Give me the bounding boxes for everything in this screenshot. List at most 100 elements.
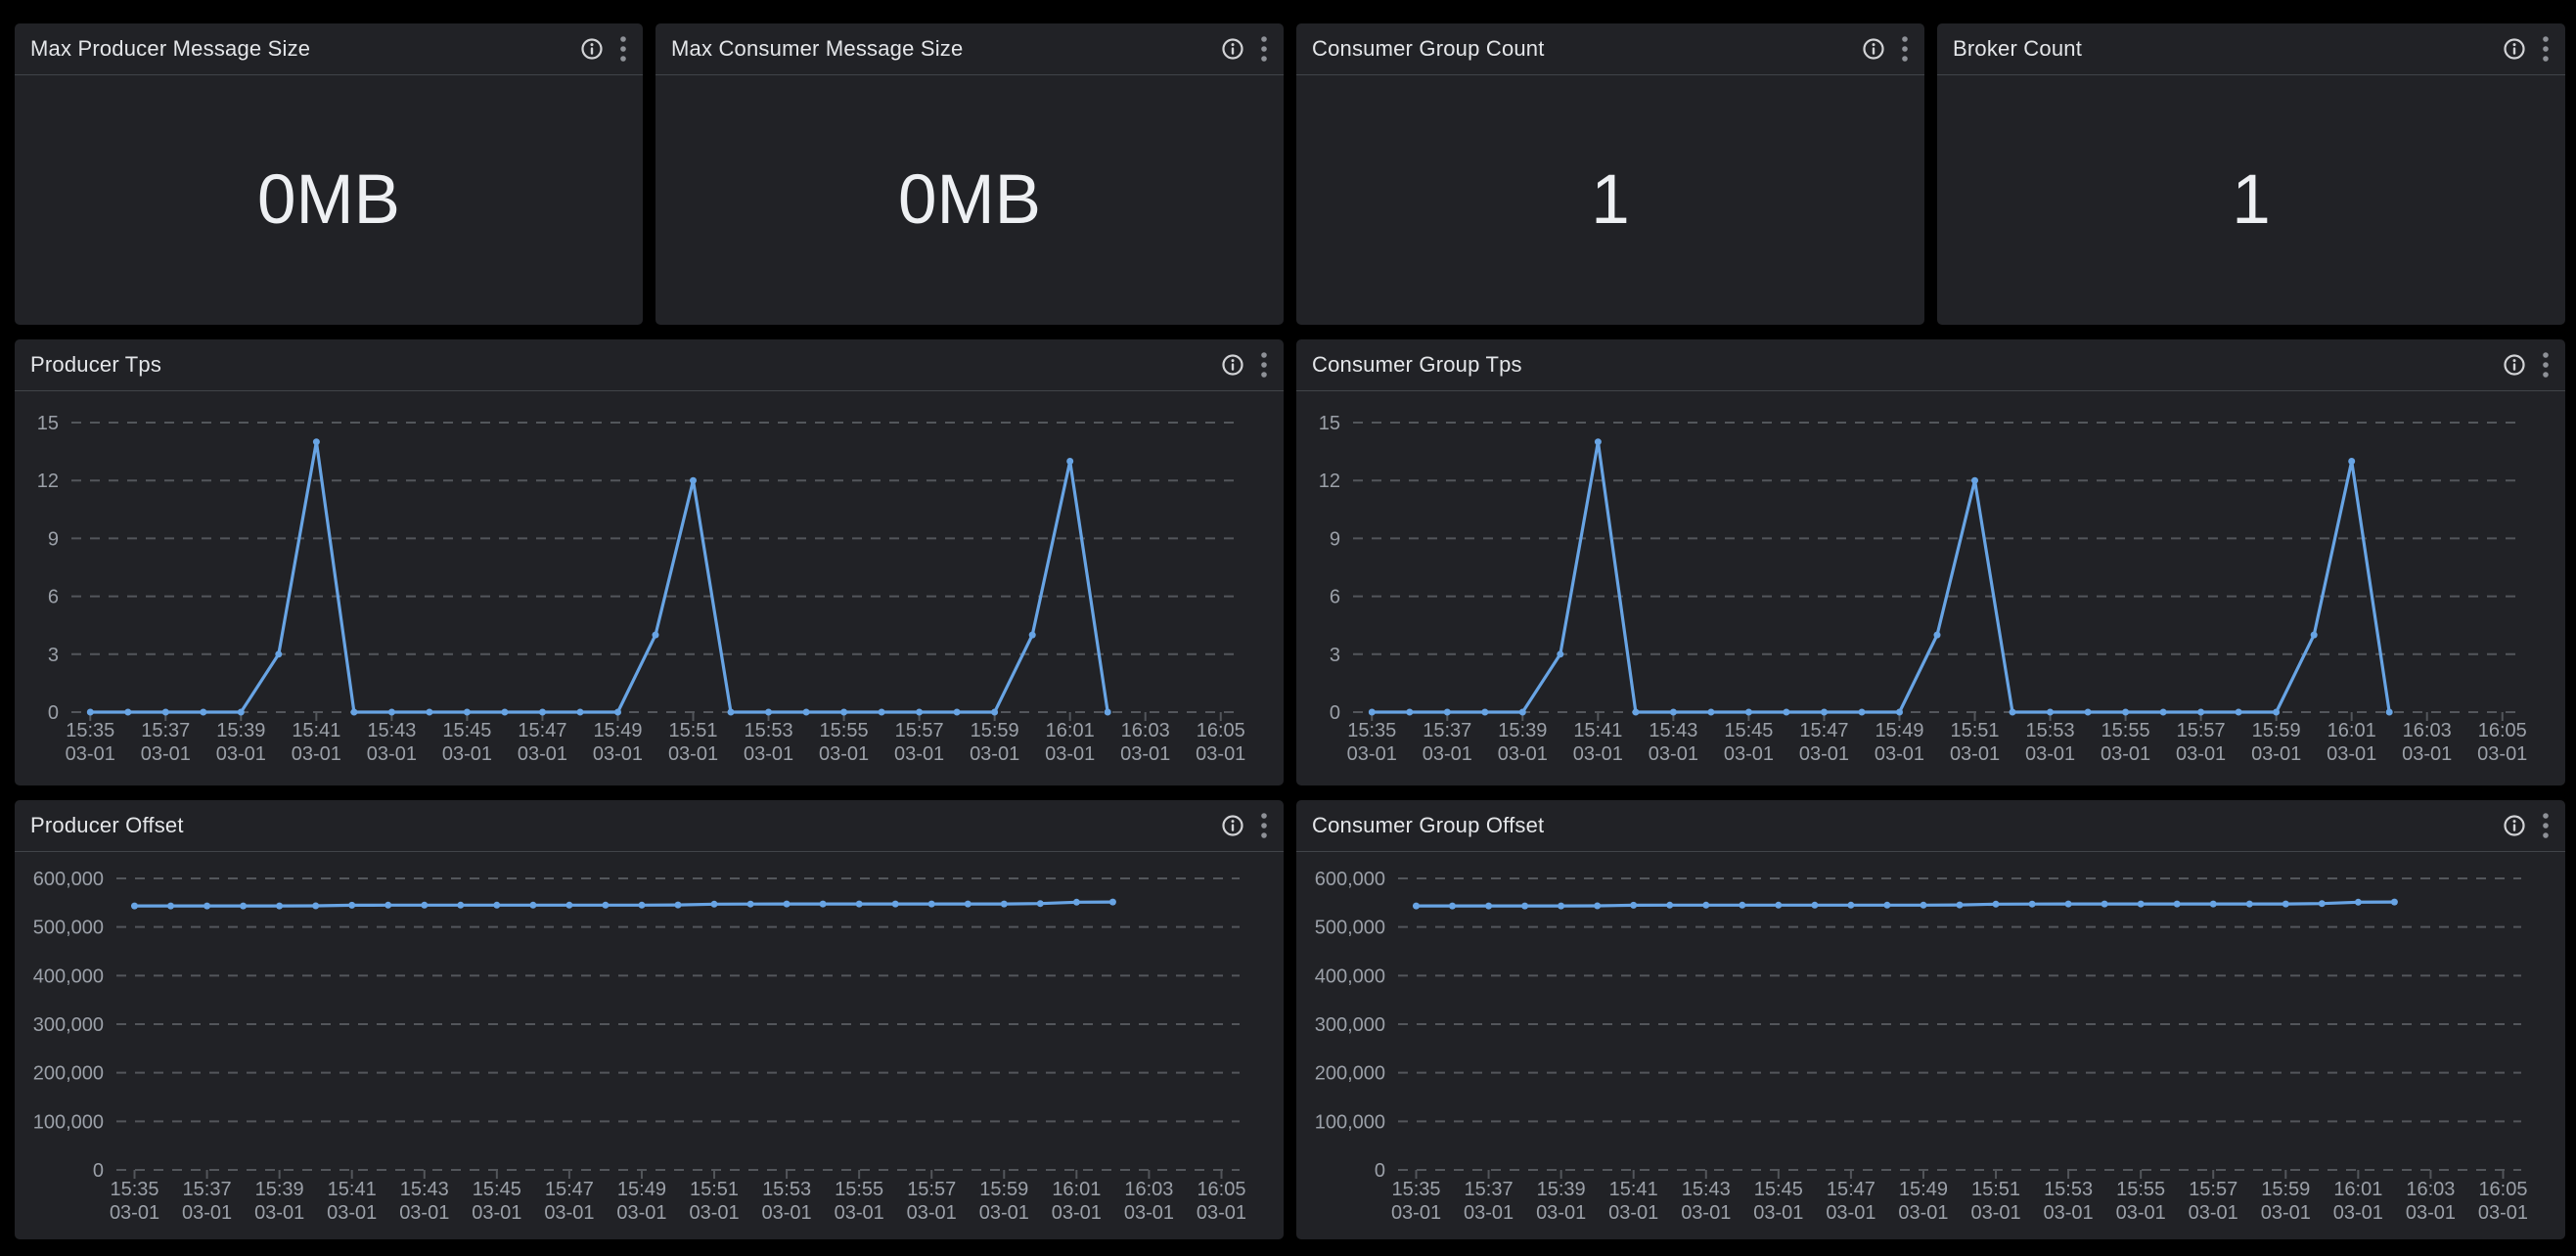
svg-text:15:35: 15:35	[1391, 1179, 1440, 1200]
panel-actions	[1862, 35, 1909, 63]
svg-text:03-01: 03-01	[668, 743, 718, 765]
svg-text:9: 9	[1330, 528, 1340, 550]
panel-title: Consumer Group Offset	[1312, 813, 1545, 837]
kebab-menu-icon[interactable]	[2542, 351, 2550, 379]
svg-text:15:35: 15:35	[66, 720, 114, 741]
svg-text:300,000: 300,000	[1315, 1014, 1385, 1036]
svg-text:03-01: 03-01	[367, 743, 417, 765]
svg-text:6: 6	[48, 587, 59, 608]
panel-header: Max Producer Message Size	[15, 23, 643, 75]
consumer-group-tps-chart[interactable]: 0369121515:3503-0115:3703-0115:3903-0115…	[1296, 391, 2565, 785]
svg-text:15:45: 15:45	[442, 720, 491, 741]
svg-text:03-01: 03-01	[182, 1202, 232, 1224]
producer-tps-chart[interactable]: 0369121515:3503-0115:3703-0115:3903-0115…	[15, 391, 1284, 785]
svg-text:15:49: 15:49	[1899, 1179, 1948, 1200]
panel-header: Consumer Group Tps	[1296, 339, 2565, 391]
svg-text:03-01: 03-01	[2402, 743, 2452, 765]
svg-text:9: 9	[48, 528, 59, 550]
svg-text:03-01: 03-01	[1124, 1202, 1174, 1224]
svg-text:15:37: 15:37	[1423, 720, 1471, 741]
info-icon[interactable]	[1221, 37, 1244, 61]
svg-text:03-01: 03-01	[2251, 743, 2301, 765]
info-icon[interactable]	[1862, 37, 1885, 61]
svg-text:03-01: 03-01	[1649, 743, 1698, 765]
svg-text:03-01: 03-01	[689, 1202, 739, 1224]
kebab-menu-icon[interactable]	[2542, 812, 2550, 839]
svg-text:3: 3	[1330, 645, 1340, 666]
svg-text:03-01: 03-01	[2116, 1202, 2166, 1224]
info-icon[interactable]	[2503, 37, 2526, 61]
svg-text:15:59: 15:59	[2261, 1179, 2310, 1200]
svg-text:15:55: 15:55	[2101, 720, 2150, 741]
svg-text:15:49: 15:49	[617, 1179, 666, 1200]
svg-text:15:41: 15:41	[1609, 1179, 1658, 1200]
svg-text:03-01: 03-01	[216, 743, 266, 765]
svg-text:03-01: 03-01	[2478, 1202, 2528, 1224]
chart-body: 0 3 6 9 12 15 15:35 03-01 15:37 03-01 15:39 03-01 15…	[1296, 391, 2565, 785]
svg-text:03-01: 03-01	[2189, 1202, 2238, 1224]
svg-text:03-01: 03-01	[1950, 743, 2000, 765]
consumer-group-offset-chart[interactable]: 0 100,000 200,000 300,000 400,000 500,000 600,…	[1296, 852, 2565, 1239]
svg-text:15:49: 15:49	[593, 720, 642, 741]
svg-text:03-01: 03-01	[979, 1202, 1029, 1224]
info-icon[interactable]	[1221, 814, 1244, 837]
svg-text:03-01: 03-01	[327, 1202, 377, 1224]
svg-text:15: 15	[37, 413, 59, 434]
svg-text:03-01: 03-01	[110, 1202, 159, 1224]
panel-title: Consumer Group Tps	[1312, 352, 1522, 377]
panel-title: Max Consumer Message Size	[671, 36, 964, 61]
producer-offset-chart[interactable]: 0 100,000 200,000 300,000 400,000 500,000 600,…	[15, 852, 1284, 1239]
svg-text:15:45: 15:45	[1724, 720, 1773, 741]
svg-text:15: 15	[1319, 413, 1340, 434]
panel-title: Consumer Group Count	[1312, 36, 1545, 61]
svg-text:03-01: 03-01	[1970, 1202, 2020, 1224]
info-icon[interactable]	[2503, 353, 2526, 377]
panel-title: Producer Offset	[30, 813, 184, 837]
stat-value: 0MB	[257, 161, 400, 239]
svg-text:03-01: 03-01	[1498, 743, 1548, 765]
svg-text:03-01: 03-01	[2044, 1202, 2094, 1224]
svg-text:15:47: 15:47	[545, 1179, 594, 1200]
stat-value-wrap: 1	[1296, 75, 1924, 325]
svg-text:16:03: 16:03	[1121, 720, 1170, 741]
svg-text:15:43: 15:43	[400, 1179, 449, 1200]
panel-header: Producer Tps	[15, 339, 1284, 391]
kebab-menu-icon[interactable]	[2542, 35, 2550, 63]
svg-text:03-01: 03-01	[2406, 1202, 2456, 1224]
panel-actions	[1221, 812, 1268, 839]
svg-text:15:51: 15:51	[668, 720, 717, 741]
svg-text:16:01: 16:01	[1052, 1179, 1101, 1200]
info-icon[interactable]	[580, 37, 604, 61]
kebab-menu-icon[interactable]	[1260, 351, 1268, 379]
svg-text:03-01: 03-01	[292, 743, 341, 765]
svg-text:16:03: 16:03	[2403, 720, 2452, 741]
svg-text:300,000: 300,000	[33, 1014, 104, 1036]
svg-text:03-01: 03-01	[1753, 1202, 1803, 1224]
svg-text:15:47: 15:47	[1799, 720, 1848, 741]
svg-text:03-01: 03-01	[907, 1202, 957, 1224]
svg-text:15:35: 15:35	[1347, 720, 1396, 741]
svg-text:03-01: 03-01	[970, 743, 1019, 765]
info-icon[interactable]	[2503, 814, 2526, 837]
kebab-menu-icon[interactable]	[619, 35, 627, 63]
panel-actions	[2503, 351, 2550, 379]
svg-text:15:55: 15:55	[835, 1179, 883, 1200]
svg-text:16:01: 16:01	[2333, 1179, 2382, 1200]
svg-text:03-01: 03-01	[399, 1202, 449, 1224]
svg-text:03-01: 03-01	[1826, 1202, 1876, 1224]
svg-text:03-01: 03-01	[1423, 743, 1472, 765]
svg-text:0: 0	[1330, 702, 1340, 724]
svg-text:03-01: 03-01	[1196, 743, 1245, 765]
svg-text:03-01: 03-01	[442, 743, 492, 765]
panel-actions	[580, 35, 627, 63]
info-icon[interactable]	[1221, 353, 1244, 377]
svg-text:15:57: 15:57	[2189, 1179, 2237, 1200]
kebab-menu-icon[interactable]	[1260, 35, 1268, 63]
svg-text:03-01: 03-01	[1608, 1202, 1658, 1224]
svg-text:15:45: 15:45	[1754, 1179, 1803, 1200]
svg-text:15:59: 15:59	[979, 1179, 1028, 1200]
kebab-menu-icon[interactable]	[1901, 35, 1909, 63]
kebab-menu-icon[interactable]	[1260, 812, 1268, 839]
svg-text:03-01: 03-01	[894, 743, 944, 765]
svg-text:500,000: 500,000	[1315, 918, 1385, 939]
